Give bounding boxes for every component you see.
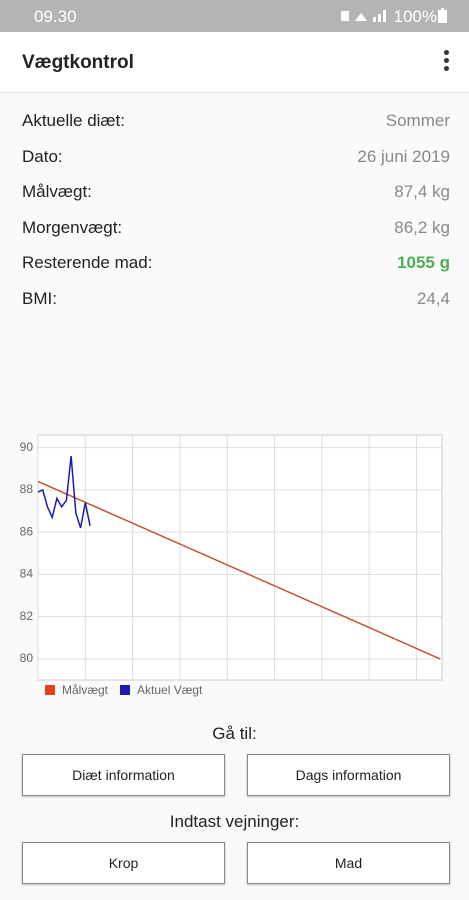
y-tick-label: 82: [20, 609, 34, 623]
y-tick-label: 90: [20, 440, 34, 454]
overflow-menu[interactable]: [441, 50, 451, 76]
info-label: BMI:: [22, 288, 57, 308]
button[interactable]: Dags information: [247, 754, 450, 796]
info-label: Dato:: [22, 146, 63, 166]
info-value: 87,4 kg: [394, 182, 450, 201]
legend-label: Aktuel Vægt: [137, 683, 203, 697]
chart: 80 82 84 86 88 90 Målvægt Aktuel Vægt: [20, 434, 443, 697]
legend-swatch: [120, 685, 131, 695]
legend-label: Målvægt: [62, 683, 109, 697]
status-time: 09.30: [34, 7, 77, 26]
app-title: Vægtkontrol: [22, 52, 134, 73]
button[interactable]: Mad: [247, 842, 450, 884]
plot-area: [37, 434, 443, 681]
y-tick-label: 84: [20, 567, 34, 581]
data-line: [37, 456, 91, 529]
legend-swatch: [45, 685, 55, 695]
info-label: Morgenvægt:: [22, 217, 123, 237]
info-value: 1055 g: [397, 253, 450, 272]
button[interactable]: Diæt information: [22, 754, 225, 796]
app-bar: Vægtkontrol: [0, 32, 469, 93]
info-label: Aktuelle diæt:: [22, 111, 125, 130]
info-label: Resterende mad:: [22, 253, 153, 272]
entry-heading: Indtast vejninger:: [169, 812, 300, 831]
battery-icon: [438, 8, 447, 23]
y-tick-label: 80: [20, 651, 34, 665]
info-label: Målvægt:: [22, 182, 92, 201]
y-tick-label: 88: [20, 482, 34, 496]
status-icons: [341, 10, 386, 22]
info-value: 24,4: [416, 288, 450, 308]
nav-heading: Gå til:: [212, 724, 257, 743]
button[interactable]: Krop: [22, 842, 225, 884]
info-value: Sommer: [385, 111, 450, 130]
data-line: [37, 480, 441, 660]
status-bar: 09.30 100%: [0, 0, 469, 32]
info-value: 86,2 kg: [394, 217, 450, 237]
battery-level: 100%: [393, 7, 437, 26]
y-tick-label: 86: [20, 524, 34, 538]
info-value: 26 juni 2019: [357, 146, 450, 166]
